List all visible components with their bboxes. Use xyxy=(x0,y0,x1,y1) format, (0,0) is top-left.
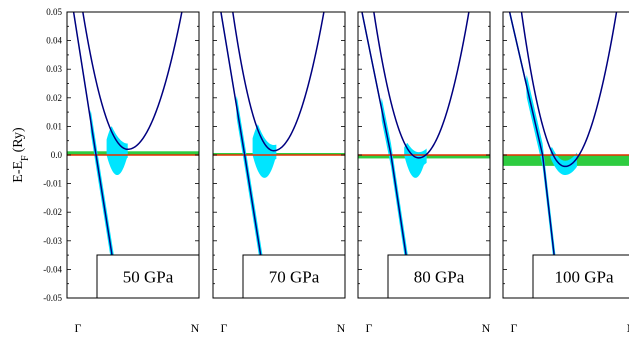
k-label-gamma: Γ xyxy=(221,321,228,335)
y-tick-label: 0.05 xyxy=(46,7,62,17)
k-label-gamma: Γ xyxy=(511,321,518,335)
parabolic-band xyxy=(520,12,618,168)
panel-4: 100 GPa Γ N xyxy=(502,11,629,335)
y-axis-label: E-EF(Ry) xyxy=(11,127,31,183)
y-tick-label: -0.04 xyxy=(43,264,62,274)
y-tick-label: -0.05 xyxy=(43,293,62,303)
y-tick-label: -0.02 xyxy=(43,207,62,217)
k-label-gamma: Γ xyxy=(366,321,373,335)
fermi-smear-band xyxy=(503,155,629,166)
y-tick-label: 0.0 xyxy=(51,150,63,160)
pressure-label: 80 GPa xyxy=(414,268,465,287)
y-tick-label: 0.03 xyxy=(46,64,62,74)
steep-band xyxy=(508,12,560,298)
y-tick-label: -0.03 xyxy=(43,236,62,246)
k-label-n: N xyxy=(627,321,629,335)
panel-plot-area xyxy=(213,12,345,298)
panel-2: 70 GPa Γ N xyxy=(212,11,346,335)
k-label-n: N xyxy=(482,321,491,335)
fermi-smear-band xyxy=(67,151,199,155)
panel-plot-area xyxy=(503,12,629,298)
panel-plot-area xyxy=(67,12,199,298)
steep-band-width xyxy=(361,12,413,298)
pressure-label-box xyxy=(387,254,491,299)
panels: 50 GPa Γ N 70 GPa Γ N 80 GPa Γ N 100 GPa Γ N xyxy=(66,11,629,335)
parabola-band-width xyxy=(252,124,277,178)
k-label-gamma: Γ xyxy=(75,321,82,335)
panel-1: 50 GPa Γ N xyxy=(66,11,200,335)
pressure-label-box xyxy=(96,254,200,299)
pressure-label: 100 GPa xyxy=(554,268,613,287)
panel-plot-area xyxy=(358,12,490,298)
parabola-band-width xyxy=(550,147,577,176)
fermi-smear-band xyxy=(213,152,345,155)
pressure-label: 50 GPa xyxy=(123,268,174,287)
y-tick-label: 0.04 xyxy=(46,36,62,46)
pressure-label-box xyxy=(242,254,346,299)
steep-band xyxy=(361,12,414,298)
parabolic-band xyxy=(373,12,470,159)
parabola-band-width xyxy=(106,126,128,176)
y-axis-tick-labels: 0.05 0.04 0.03 0.02 0.01 0.0 -0.01 -0.02 -0.03 -0… xyxy=(43,7,62,303)
parabolic-band xyxy=(232,12,325,152)
steep-band xyxy=(220,12,269,298)
y-tick-label: 0.01 xyxy=(46,121,62,131)
pressure-label-box xyxy=(532,254,629,299)
k-label-n: N xyxy=(191,321,200,335)
k-label-n: N xyxy=(337,321,346,335)
y-tick-label: -0.01 xyxy=(43,179,62,189)
y-tick-label: 0.02 xyxy=(46,93,62,103)
pressure-label: 70 GPa xyxy=(269,268,320,287)
panel-3: 80 GPa Γ N xyxy=(357,11,491,335)
parabolic-band xyxy=(82,12,183,151)
steep-band xyxy=(72,12,120,298)
